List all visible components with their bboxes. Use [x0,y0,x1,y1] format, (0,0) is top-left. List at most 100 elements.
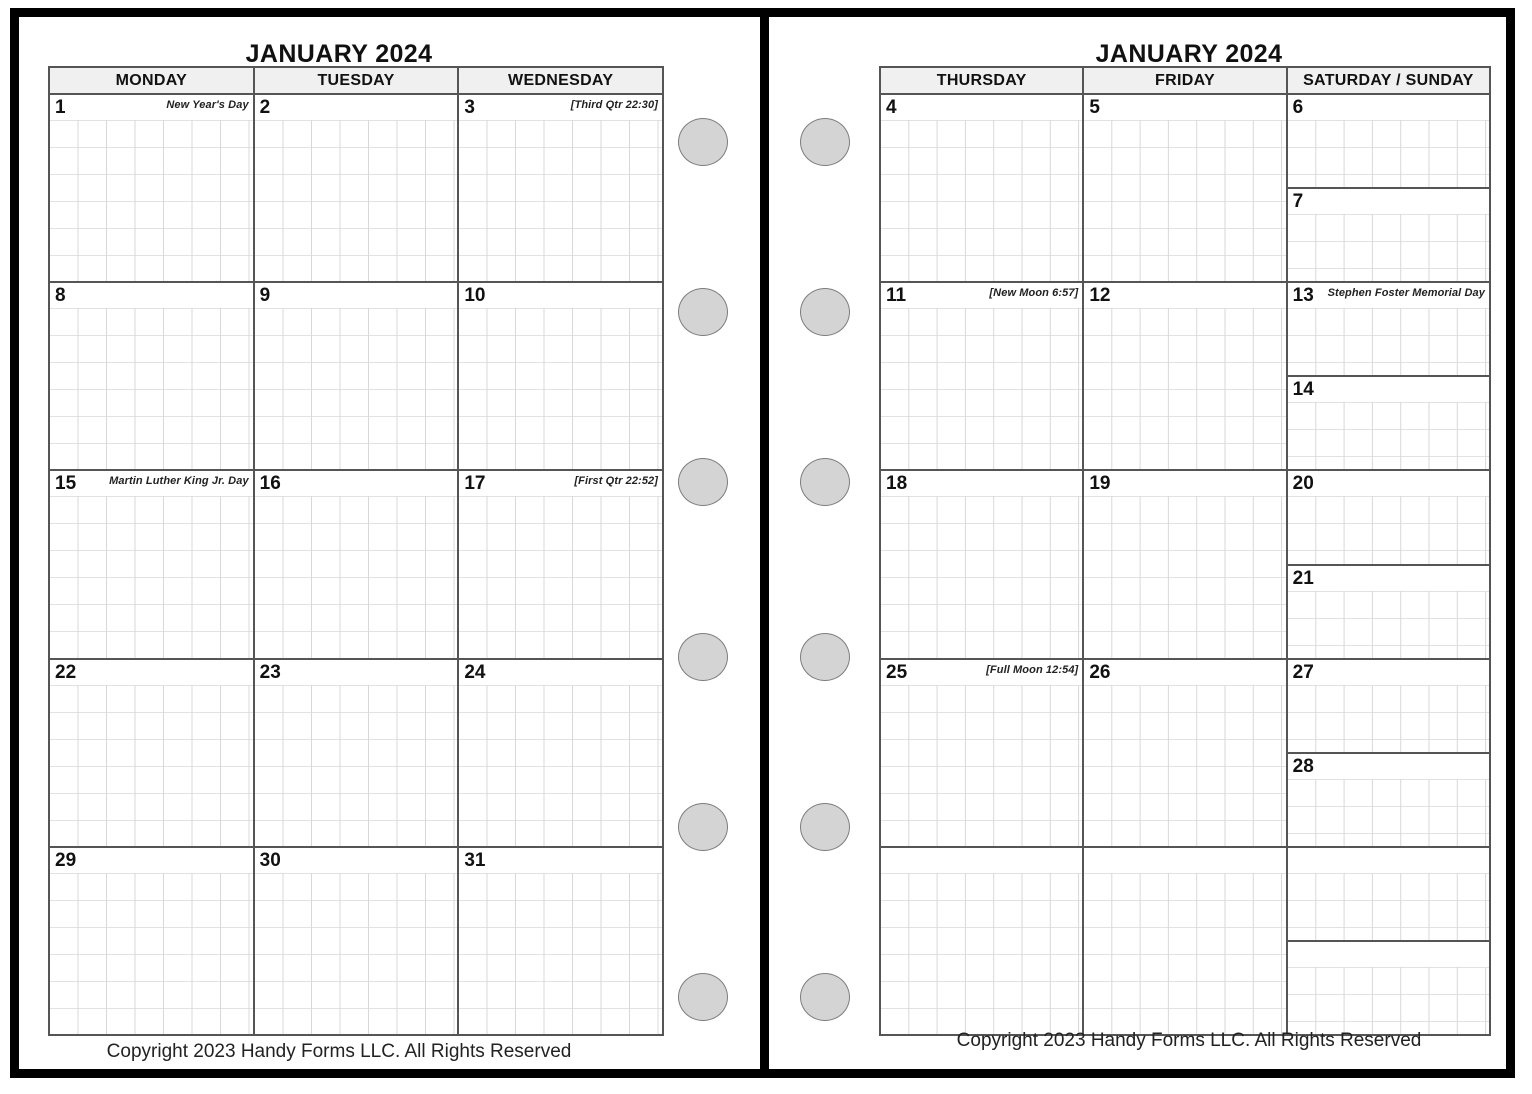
day-cell-28[interactable]: 28 [1287,753,1489,846]
day-column[interactable]: 12 [1084,283,1288,470]
day-cell-31[interactable]: 31 [459,847,663,1035]
day-writing-grid[interactable] [1287,872,1489,940]
day-column[interactable]: 9 [254,283,460,470]
day-cell-29[interactable]: 29 [50,847,253,1035]
day-cell-23[interactable]: 23 [254,659,458,846]
day-writing-grid[interactable] [254,120,458,282]
day-writing-grid[interactable] [881,872,1083,1035]
day-column[interactable]: 15 Martin Luther King Jr. Day [50,471,255,658]
day-writing-grid[interactable] [50,120,253,282]
day-column[interactable]: 31 [459,847,663,1035]
day-cell-17[interactable]: 17 [First Qtr 22:52] [459,471,663,658]
day-cell-10[interactable]: 10 [459,283,663,470]
day-cell-11[interactable]: 11 [New Moon 6:57] [881,283,1083,470]
day-cell-9[interactable]: 9 [254,283,458,470]
day-writing-grid[interactable] [1287,684,1489,752]
day-writing-grid[interactable] [254,308,458,470]
day-cell-8[interactable]: 8 [50,283,253,470]
day-writing-grid[interactable] [459,308,663,470]
day-cell-27[interactable]: 27 [1287,659,1489,754]
weekend-column[interactable]: 27 28 [1287,659,1489,846]
day-column[interactable]: 3 [Third Qtr 22:30] [459,95,663,282]
day-writing-grid[interactable] [254,872,458,1035]
day-writing-grid[interactable] [459,120,663,282]
day-cell-5[interactable]: 5 [1084,95,1286,282]
day-column[interactable] [1084,847,1288,1035]
day-writing-grid[interactable] [1287,120,1489,188]
day-column[interactable]: 23 [254,659,460,846]
day-writing-grid[interactable] [459,496,663,658]
notes-cell-saturday[interactable] [1287,847,1489,942]
day-cell-24[interactable]: 24 [459,659,663,846]
day-writing-grid[interactable] [881,308,1083,470]
day-column[interactable]: 16 [254,471,460,658]
day-column[interactable]: 1 New Year's Day [50,95,255,282]
day-cell-16[interactable]: 16 [254,471,458,658]
day-writing-grid[interactable] [50,872,253,1035]
day-cell-13[interactable]: 13 Stephen Foster Memorial Day [1287,283,1489,378]
day-cell-2[interactable]: 2 [254,95,458,282]
day-cell-20[interactable]: 20 [1287,471,1489,566]
day-writing-grid[interactable] [881,684,1083,846]
day-writing-grid[interactable] [1084,872,1286,1035]
day-column[interactable]: 2 [254,95,460,282]
day-cell-6[interactable]: 6 [1287,95,1489,190]
day-cell-7[interactable]: 7 [1287,189,1489,282]
day-writing-grid[interactable] [50,308,253,470]
day-cell-26[interactable]: 26 [1084,659,1286,846]
day-writing-grid[interactable] [1287,402,1489,470]
day-writing-grid[interactable] [1287,590,1489,658]
day-column[interactable]: 11 [New Moon 6:57] [881,283,1085,470]
day-column[interactable]: 29 [50,847,255,1035]
day-cell-1[interactable]: 1 New Year's Day [50,95,253,282]
notes-cell-sunday[interactable] [1287,941,1489,1035]
day-writing-grid[interactable] [1287,966,1489,1035]
day-writing-grid[interactable] [1287,308,1489,376]
notes-cell-thursday[interactable] [881,847,1083,1035]
day-cell-21[interactable]: 21 [1287,565,1489,658]
day-column[interactable]: 17 [First Qtr 22:52] [459,471,663,658]
day-cell-12[interactable]: 12 [1084,283,1286,470]
weekend-column[interactable]: 6 7 [1287,95,1489,282]
day-cell-15[interactable]: 15 Martin Luther King Jr. Day [50,471,253,658]
day-writing-grid[interactable] [254,496,458,658]
day-writing-grid[interactable] [1287,214,1489,282]
day-writing-grid[interactable] [1084,684,1286,846]
day-cell-19[interactable]: 19 [1084,471,1286,658]
day-column[interactable]: 19 [1084,471,1288,658]
day-column[interactable]: 30 [254,847,460,1035]
day-writing-grid[interactable] [459,872,663,1035]
day-cell-22[interactable]: 22 [50,659,253,846]
day-column[interactable]: 24 [459,659,663,846]
day-column[interactable]: 5 [1084,95,1288,282]
day-writing-grid[interactable] [1287,496,1489,564]
day-column[interactable]: 8 [50,283,255,470]
day-column[interactable] [881,847,1085,1035]
day-cell-25[interactable]: 25 [Full Moon 12:54] [881,659,1083,846]
day-writing-grid[interactable] [459,684,663,846]
day-cell-30[interactable]: 30 [254,847,458,1035]
day-cell-14[interactable]: 14 [1287,377,1489,470]
weekend-column[interactable]: 20 21 [1287,471,1489,658]
day-cell-4[interactable]: 4 [881,95,1083,282]
day-writing-grid[interactable] [1084,308,1286,470]
day-column[interactable]: 22 [50,659,255,846]
day-column[interactable]: 26 [1084,659,1288,846]
day-writing-grid[interactable] [50,496,253,658]
day-writing-grid[interactable] [1084,496,1286,658]
day-writing-grid[interactable] [1084,120,1286,282]
day-writing-grid[interactable] [881,496,1083,658]
day-cell-3[interactable]: 3 [Third Qtr 22:30] [459,95,663,282]
day-writing-grid[interactable] [881,120,1083,282]
day-column[interactable]: 25 [Full Moon 12:54] [881,659,1085,846]
notes-cell-friday[interactable] [1084,847,1286,1035]
weekend-column[interactable] [1287,847,1489,1035]
day-writing-grid[interactable] [254,684,458,846]
day-column[interactable]: 18 [881,471,1085,658]
weekend-column[interactable]: 13 Stephen Foster Memorial Day 14 [1287,283,1489,470]
day-writing-grid[interactable] [1287,778,1489,846]
day-column[interactable]: 10 [459,283,663,470]
day-cell-18[interactable]: 18 [881,471,1083,658]
day-column[interactable]: 4 [881,95,1085,282]
day-writing-grid[interactable] [50,684,253,846]
